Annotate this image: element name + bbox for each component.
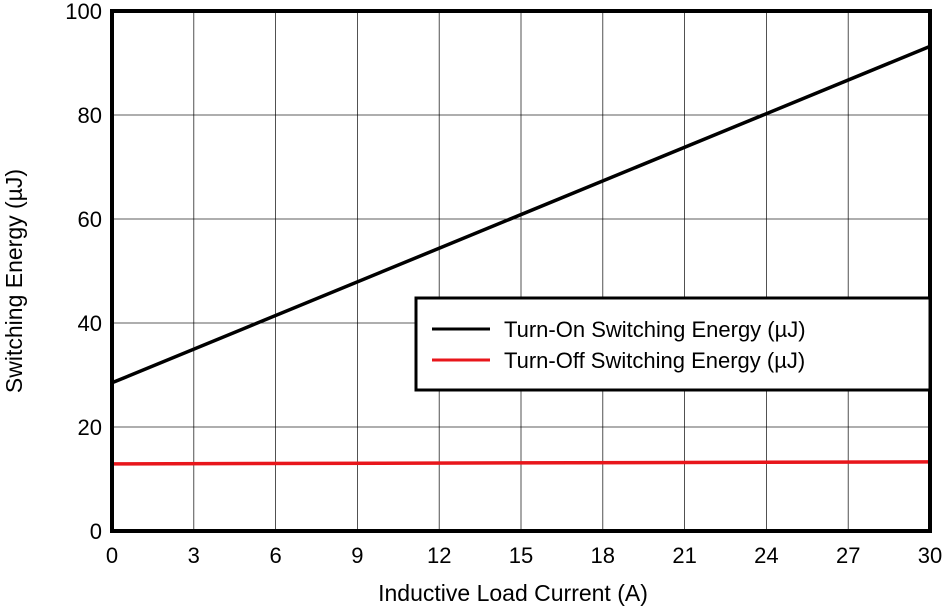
x-tick-label: 30: [918, 543, 942, 568]
series-layer: [111, 44, 931, 466]
x-tick-label: 27: [836, 543, 860, 568]
legend: Turn-On Switching Energy (µJ) Turn-Off S…: [414, 296, 932, 392]
legend-label-turn-off: Turn-Off Switching Energy (µJ): [504, 348, 805, 373]
x-tick-label: 0: [106, 543, 118, 568]
x-tick-label: 15: [509, 543, 533, 568]
y-tick-label: 0: [90, 519, 102, 544]
y-axis-label: Switching Energy (µJ): [1, 169, 27, 393]
x-tick-label: 18: [591, 543, 615, 568]
x-tick-label: 21: [672, 543, 696, 568]
y-tick-labels: 0 20 40 60 80 100: [65, 0, 102, 544]
series-line-turn-off: [111, 460, 931, 466]
y-tick-label: 60: [78, 207, 102, 232]
x-tick-label: 12: [427, 543, 451, 568]
y-tick-label: 20: [78, 415, 102, 440]
series-line-turn-on: [111, 44, 931, 385]
grid-lines: [112, 11, 930, 531]
legend-label-turn-on: Turn-On Switching Energy (µJ): [504, 317, 806, 342]
legend-box: [414, 296, 932, 392]
x-axis-label: Inductive Load Current (A): [378, 580, 648, 606]
x-tick-label: 9: [351, 543, 363, 568]
x-tick-label: 3: [188, 543, 200, 568]
y-tick-label: 40: [78, 311, 102, 336]
x-tick-label: 24: [754, 543, 778, 568]
x-tick-labels: 0 3 6 9 12 15 18 21 24 27 30: [106, 543, 942, 568]
y-tick-label: 80: [78, 103, 102, 128]
y-tick-label: 100: [65, 0, 102, 24]
x-tick-label: 6: [269, 543, 281, 568]
plot-frame: [110, 9, 932, 533]
